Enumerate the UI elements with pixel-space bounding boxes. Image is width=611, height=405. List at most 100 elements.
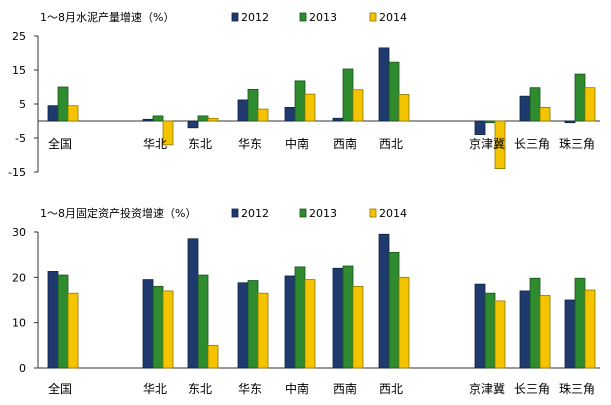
category-label: 全国 <box>48 381 72 396</box>
category-label: 珠三角 <box>559 382 595 396</box>
category-label: 东北 <box>188 382 212 396</box>
bar-2012-长三角 <box>519 290 531 369</box>
category-label: 京津冀 <box>469 382 505 396</box>
y-tick-label: 25 <box>12 30 26 43</box>
chart-title: 1～8月水泥产量增速（%） <box>40 10 174 24</box>
legend-swatch-2012 <box>231 208 239 218</box>
category-label: 长三角 <box>514 382 550 396</box>
legend-swatch-2013 <box>299 12 307 22</box>
category-label: 华北 <box>143 382 167 396</box>
bar-2013-东北 <box>197 115 209 122</box>
bar-2013-京津冀 <box>484 292 496 369</box>
bar-2012-京津冀 <box>474 283 486 369</box>
bar-2013-西南 <box>342 68 354 122</box>
bar-2014-西南 <box>352 285 364 369</box>
category-label: 全国 <box>48 136 72 151</box>
bar-2014-长三角 <box>539 107 551 122</box>
y-tick-label: 5 <box>19 98 26 111</box>
category-label: 长三角 <box>514 137 550 151</box>
bar-2014-长三角 <box>539 295 551 369</box>
bar-2014-西北 <box>398 94 410 122</box>
bar-2014-珠三角 <box>584 289 596 369</box>
y-tick-label: 10 <box>12 317 26 330</box>
bar-2013-华北 <box>152 115 164 122</box>
bar-2013-西南 <box>342 265 354 369</box>
category-label: 中南 <box>285 136 309 151</box>
bar-2012-长三角 <box>519 95 531 122</box>
bar-2013-京津冀 <box>484 120 496 124</box>
bar-2014-珠三角 <box>584 87 596 122</box>
legend-label-2014: 2014 <box>379 11 407 24</box>
category-label: 西北 <box>379 382 403 396</box>
bar-2014-东北 <box>207 117 219 122</box>
cement-output-growth-chart: 1～8月水泥产量增速（%） 2012 2013 2014 25 15 5 -5 -15 全国 华北 东… <box>8 10 600 179</box>
bar-2012-全国 <box>47 105 59 122</box>
category-label: 东北 <box>188 137 212 151</box>
category-label: 京津冀 <box>469 137 505 151</box>
bar-2014-中南 <box>304 279 316 369</box>
bar-2014-全国 <box>67 292 79 369</box>
legend-swatch-2012 <box>231 12 239 22</box>
category-label: 华东 <box>238 382 262 396</box>
bar-2012-中南 <box>284 275 296 369</box>
bar-2014-华北 <box>162 120 174 146</box>
legend-label-2012: 2012 <box>241 11 269 24</box>
bar-2012-华东 <box>237 99 249 122</box>
bar-2014-全国 <box>67 105 79 122</box>
y-tick-label: -15 <box>8 166 26 179</box>
bar-2012-全国 <box>47 271 59 369</box>
bar-2014-中南 <box>304 93 316 122</box>
bar-2013-西北 <box>388 61 400 122</box>
bar-2013-长三角 <box>529 277 541 369</box>
fixed-asset-investment-growth-chart: 1～8月固定资产投资增速（%） 2012 2013 2014 30 20 10 0 全国 华北 东北… <box>12 206 600 396</box>
bar-2012-珠三角 <box>564 120 576 124</box>
bar-2013-东北 <box>197 274 209 369</box>
chart-title: 1～8月固定资产投资增速（%） <box>40 206 196 220</box>
bar-2014-华东 <box>257 292 269 369</box>
bar-2014-华东 <box>257 108 269 122</box>
legend-label-2014: 2014 <box>379 207 407 220</box>
y-tick-label: 15 <box>12 64 26 77</box>
bar-2014-京津冀 <box>494 300 506 369</box>
bar-2014-华北 <box>162 290 174 369</box>
bar-2012-西南 <box>332 267 344 369</box>
category-label: 珠三角 <box>559 137 595 151</box>
bar-2012-京津冀 <box>474 120 486 135</box>
bar-2012-西北 <box>378 233 390 369</box>
bar-2014-西北 <box>398 276 410 369</box>
bar-2012-东北 <box>187 120 199 129</box>
category-label: 西北 <box>379 137 403 151</box>
bar-2013-全国 <box>57 274 69 369</box>
bar-2012-珠三角 <box>564 299 576 369</box>
bar-2012-东北 <box>187 238 199 369</box>
bar-2013-华北 <box>152 285 164 369</box>
bar-2013-中南 <box>294 80 306 122</box>
bar-2012-华东 <box>237 282 249 369</box>
legend-swatch-2014 <box>369 208 377 218</box>
legend-label-2013: 2013 <box>309 11 337 24</box>
bar-2012-华北 <box>142 279 154 369</box>
bar-2013-长三角 <box>529 87 541 122</box>
bar-2013-珠三角 <box>574 277 586 369</box>
bar-2014-东北 <box>207 344 219 369</box>
bar-2014-京津冀 <box>494 120 506 169</box>
bar-2014-西南 <box>352 89 364 122</box>
category-label: 西南 <box>333 136 357 151</box>
legend-swatch-2014 <box>369 12 377 22</box>
legend-label-2012: 2012 <box>241 207 269 220</box>
category-label: 中南 <box>285 381 309 396</box>
bar-2012-华北 <box>142 118 154 122</box>
y-tick-label: 20 <box>12 271 26 284</box>
y-tick-label: 0 <box>19 362 26 375</box>
bar-2013-西北 <box>388 251 400 369</box>
bar-2012-西北 <box>378 47 390 122</box>
bar-2013-全国 <box>57 86 69 122</box>
category-label: 华北 <box>143 137 167 151</box>
bar-2012-中南 <box>284 107 296 122</box>
bar-2013-华东 <box>247 88 259 122</box>
legend-label-2013: 2013 <box>309 207 337 220</box>
legend-swatch-2013 <box>299 208 307 218</box>
category-label: 华东 <box>238 137 262 151</box>
y-tick-label: 30 <box>12 226 26 239</box>
